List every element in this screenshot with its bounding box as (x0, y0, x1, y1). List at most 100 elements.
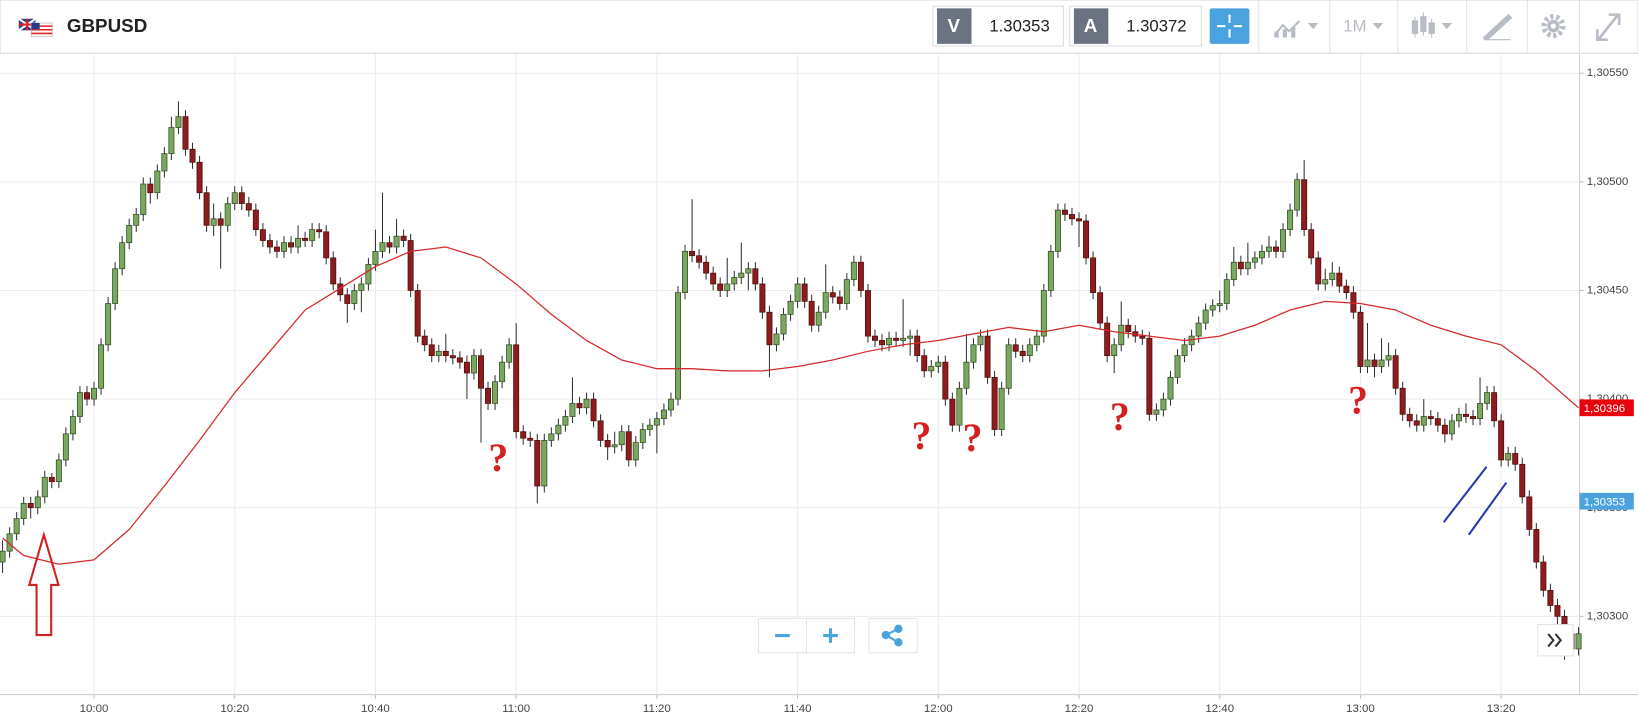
candle-body (1118, 324, 1125, 346)
settings-button[interactable] (1541, 14, 1566, 39)
candle-body (1237, 261, 1244, 270)
candle-body (1357, 311, 1364, 367)
candle-body (421, 335, 428, 346)
candle-body (1160, 398, 1167, 411)
candle-body (196, 161, 203, 194)
candle-body (1336, 272, 1343, 287)
x-tick-label: 11:20 (643, 703, 671, 715)
candle-body (675, 292, 681, 400)
candle-body (1047, 251, 1054, 291)
candle-body (1526, 496, 1533, 530)
candle-body (569, 403, 576, 417)
indicators-button[interactable] (1273, 20, 1319, 38)
candle-body (1054, 209, 1061, 252)
candle-body (555, 424, 562, 435)
candle-body (245, 203, 252, 211)
candle-body (463, 361, 470, 374)
question-annotation: ? (1348, 378, 1368, 422)
zoom-in-button[interactable] (823, 628, 838, 643)
candle-body (850, 261, 857, 280)
candle-body (1167, 377, 1174, 400)
candle-body (224, 203, 231, 226)
x-tick-label: 13:00 (1346, 703, 1375, 715)
candle-body (288, 242, 294, 248)
candle-body (428, 344, 435, 357)
candle-body (1308, 229, 1315, 259)
candle-body (1371, 359, 1378, 367)
candle-body (991, 377, 998, 430)
buy-label: A (1084, 15, 1098, 36)
candle-body (970, 344, 977, 363)
price-tag (1579, 399, 1634, 417)
candle-body (717, 283, 724, 291)
crosshair-button[interactable] (1209, 8, 1250, 44)
candle-body (1498, 420, 1505, 461)
candle-body (583, 398, 590, 409)
candle-body (513, 344, 520, 433)
fullscreen-button[interactable] (1595, 13, 1621, 41)
candle-body (1575, 633, 1582, 650)
candle-body (963, 361, 970, 389)
timeframe-button[interactable]: 1M (1343, 17, 1384, 36)
candle-body (977, 335, 984, 346)
candle-body (295, 237, 302, 248)
candle-body (210, 218, 217, 226)
candle-body (400, 235, 407, 241)
share-button[interactable] (868, 617, 918, 654)
candle-body (949, 398, 956, 426)
candle-body (1019, 350, 1026, 357)
candle-body (1455, 413, 1462, 422)
candle-body (1392, 355, 1399, 389)
candle-body (724, 283, 731, 291)
drawing-button[interactable] (1482, 13, 1513, 41)
candle-body (639, 429, 646, 443)
candle-body (1153, 409, 1160, 415)
x-tick-label: 11:40 (784, 703, 812, 715)
sell-badge (937, 8, 972, 44)
candle-body (478, 355, 484, 389)
candle-body (1448, 420, 1455, 435)
candle-body (316, 229, 323, 233)
candle-body (534, 440, 541, 487)
candle-body (1470, 416, 1476, 420)
candle-body (499, 361, 506, 383)
candle-body (393, 235, 400, 248)
candle-body (238, 192, 245, 204)
candle-body (76, 392, 83, 417)
candle-body (604, 440, 611, 448)
candle-body (1069, 214, 1075, 220)
sell-price: 1.30353 (989, 17, 1049, 36)
trend-strokes (1442, 466, 1508, 536)
candle-body (112, 268, 119, 304)
candle-body (1294, 179, 1301, 211)
candle-body (266, 240, 273, 248)
candle-body (836, 296, 843, 304)
candle-body (456, 357, 463, 363)
candle-body (203, 192, 210, 226)
candle-body (766, 311, 773, 346)
header: GBPUSD V 1.30353 A 1.30372 1M (0, 0, 1638, 54)
candle-body (956, 387, 963, 426)
candle-body (822, 292, 829, 313)
candle-body (1188, 335, 1195, 346)
y-tick-label: 1,30450 (1587, 285, 1629, 297)
candle-body (1484, 392, 1491, 404)
candle-body (1427, 416, 1434, 420)
grid: 1,305501,305001,304501,304001,303501,303… (0, 54, 1638, 715)
candle-body (273, 246, 280, 252)
candle-body (618, 431, 625, 446)
timeframe: 1M (1343, 17, 1366, 36)
candle-body (1441, 424, 1448, 435)
candle-body (1033, 335, 1040, 346)
candle-body (1322, 279, 1329, 285)
candle-body (1083, 220, 1090, 259)
scroll-latest-button[interactable] (1537, 624, 1574, 657)
candle-body (0, 550, 6, 563)
candle-body (794, 283, 801, 302)
candle-body (829, 292, 836, 298)
candle-body (857, 261, 864, 291)
chart-type-button[interactable] (1411, 12, 1453, 38)
candle-body (914, 335, 921, 357)
candle-body (365, 264, 372, 285)
candle-body (1244, 261, 1251, 270)
